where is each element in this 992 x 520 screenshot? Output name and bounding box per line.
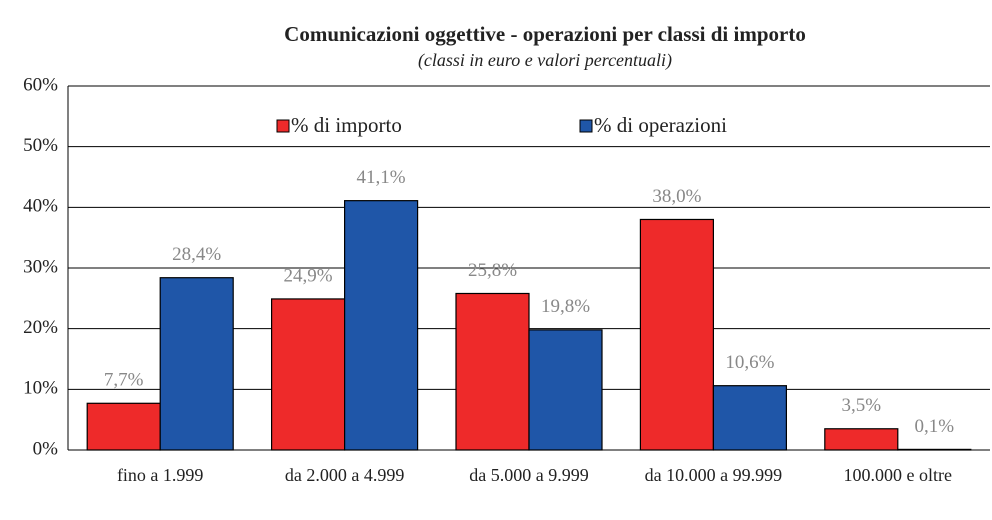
bar — [159, 277, 234, 451]
legend-swatch — [579, 119, 593, 133]
value-label: 28,4% — [172, 244, 221, 265]
bar — [712, 385, 788, 451]
value-label: 7,7% — [104, 370, 144, 391]
value-label: 10,6% — [725, 352, 774, 373]
bar — [528, 329, 603, 451]
legend-label: % di operazioni — [594, 113, 727, 137]
x-tick-label: 100.000 e oltre — [843, 465, 953, 485]
x-tick-label: da 2.000 a 4.999 — [284, 465, 405, 485]
y-tick-label: 10% — [23, 378, 58, 399]
bar — [86, 402, 161, 451]
bar — [344, 200, 419, 451]
y-tick-label: 20% — [23, 317, 58, 338]
value-label: 38,0% — [652, 186, 701, 207]
value-label: 0,1% — [915, 416, 955, 437]
chart-title: Comunicazioni oggettive - operazioni per… — [284, 22, 806, 46]
y-tick-label: 0% — [33, 438, 59, 459]
x-tick-label: da 5.000 a 9.999 — [469, 465, 589, 485]
y-tick-label: 40% — [23, 196, 58, 217]
bar — [271, 298, 346, 451]
value-label: 41,1% — [357, 167, 406, 188]
y-tick-label: 30% — [23, 256, 58, 277]
value-label: 3,5% — [842, 395, 882, 416]
bar — [455, 292, 530, 451]
value-label: 19,8% — [541, 296, 590, 317]
value-label: 24,9% — [284, 265, 333, 286]
chart-subtitle: (classi in euro e valori percentuali) — [418, 50, 672, 71]
y-tick-label: 60% — [23, 74, 58, 95]
bar — [639, 218, 715, 451]
x-tick-label: fino a 1.999 — [116, 465, 204, 485]
legend-label: % di importo — [291, 113, 402, 137]
bar — [824, 428, 899, 451]
value-label: 25,8% — [468, 260, 517, 281]
x-tick-label: da 10.000 a 99.999 — [644, 465, 783, 485]
bar — [897, 448, 972, 451]
legend-swatch — [276, 119, 290, 133]
y-tick-label: 50% — [23, 135, 58, 156]
